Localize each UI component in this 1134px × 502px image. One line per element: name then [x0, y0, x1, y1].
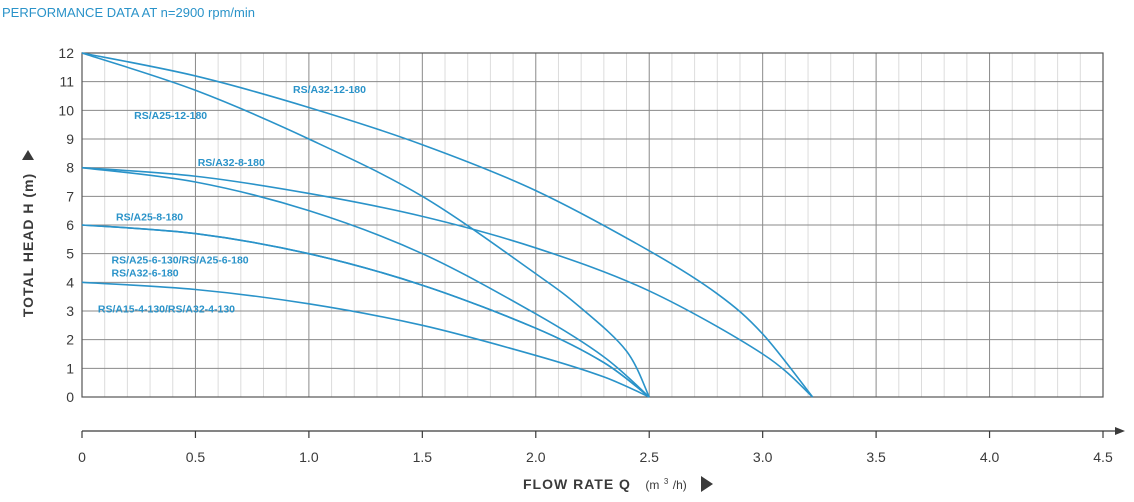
- curve-label: RS/A25-6-130/RS/A25-6-180: [111, 255, 248, 267]
- y-tick-label: 3: [66, 303, 74, 319]
- y-tick-label: 2: [66, 332, 74, 348]
- curve-rs-a25-8-180: [81, 166, 650, 398]
- x-tick-label: 3.0: [753, 449, 773, 465]
- curve-labels: RS/A32-12-180 RS/A25-12-180 RS/A32-8-180 RS…: [98, 84, 366, 315]
- x-tick-label: 2.5: [639, 449, 659, 465]
- curve-rs-a32-6-180: [81, 224, 650, 398]
- y-tick-label: 12: [58, 45, 74, 61]
- x-tick-label: 0: [78, 449, 86, 465]
- y-tick-label: 4: [66, 274, 74, 290]
- y-tick-label: 9: [66, 131, 74, 147]
- curve-rs-a32-12-180: [81, 52, 814, 398]
- y-tick-label: 1: [66, 360, 74, 376]
- page-title: PERFORMANCE DATA AT n=2900 rpm/min: [2, 5, 255, 20]
- x-axis-unit-sup: 3: [664, 477, 669, 486]
- x-arrow-icon: [701, 476, 713, 492]
- x-tick-label: 3.5: [866, 449, 886, 465]
- x-tick-label: 4.5: [1093, 449, 1113, 465]
- y-axis-title: TOTAL HEAD H (m): [20, 173, 36, 317]
- x-tick-label: 0.5: [186, 449, 206, 465]
- y-arrow-icon: [22, 150, 34, 160]
- curve-label: RS/A32-12-180: [293, 84, 366, 96]
- y-tick-label: 5: [66, 246, 74, 262]
- y-tick-label: 7: [66, 188, 74, 204]
- x-axis-arrowhead-icon: [1115, 427, 1125, 435]
- curve-label: RS/A25-12-180: [134, 110, 207, 122]
- curve-rs-a32-8-180: [81, 166, 814, 398]
- curve-rs-a25-12-180: [81, 52, 650, 398]
- y-tick-label: 10: [58, 102, 74, 118]
- x-tick-labels: 0 0.5 1.0 1.5 2.0 2.5 3.0 3.5 4.0 4.5: [78, 449, 1113, 465]
- major-grid: [82, 53, 1103, 397]
- curve-label: RS/A25-8-180: [116, 212, 183, 224]
- curve-label: RS/A15-4-130/RS/A32-4-130: [98, 303, 235, 315]
- y-tick-label: 8: [66, 160, 74, 176]
- curves: [81, 52, 814, 398]
- x-axis-title-group: FLOW RATE Q (m 3 /h): [523, 471, 687, 493]
- x-tick-label: 1.5: [413, 449, 433, 465]
- x-tick-label: 2.0: [526, 449, 546, 465]
- curve-rs-a15-4-130-rs-a32-4-130: [81, 281, 650, 398]
- x-tick-label: 1.0: [299, 449, 319, 465]
- y-tick-label: 11: [59, 74, 74, 90]
- x-tick-label: 4.0: [980, 449, 1000, 465]
- curve-label: RS/A32-6-180: [111, 268, 178, 280]
- y-tick-label: 0: [66, 389, 74, 405]
- curve-label: RS/A32-8-180: [198, 157, 265, 169]
- x-axis-unit-tail: /h): [673, 478, 687, 492]
- y-tick-label: 6: [66, 217, 74, 233]
- x-axis-title: FLOW RATE Q: [523, 476, 631, 492]
- x-axis-unit-base: (m: [645, 478, 659, 492]
- x-axis: [81, 427, 1125, 438]
